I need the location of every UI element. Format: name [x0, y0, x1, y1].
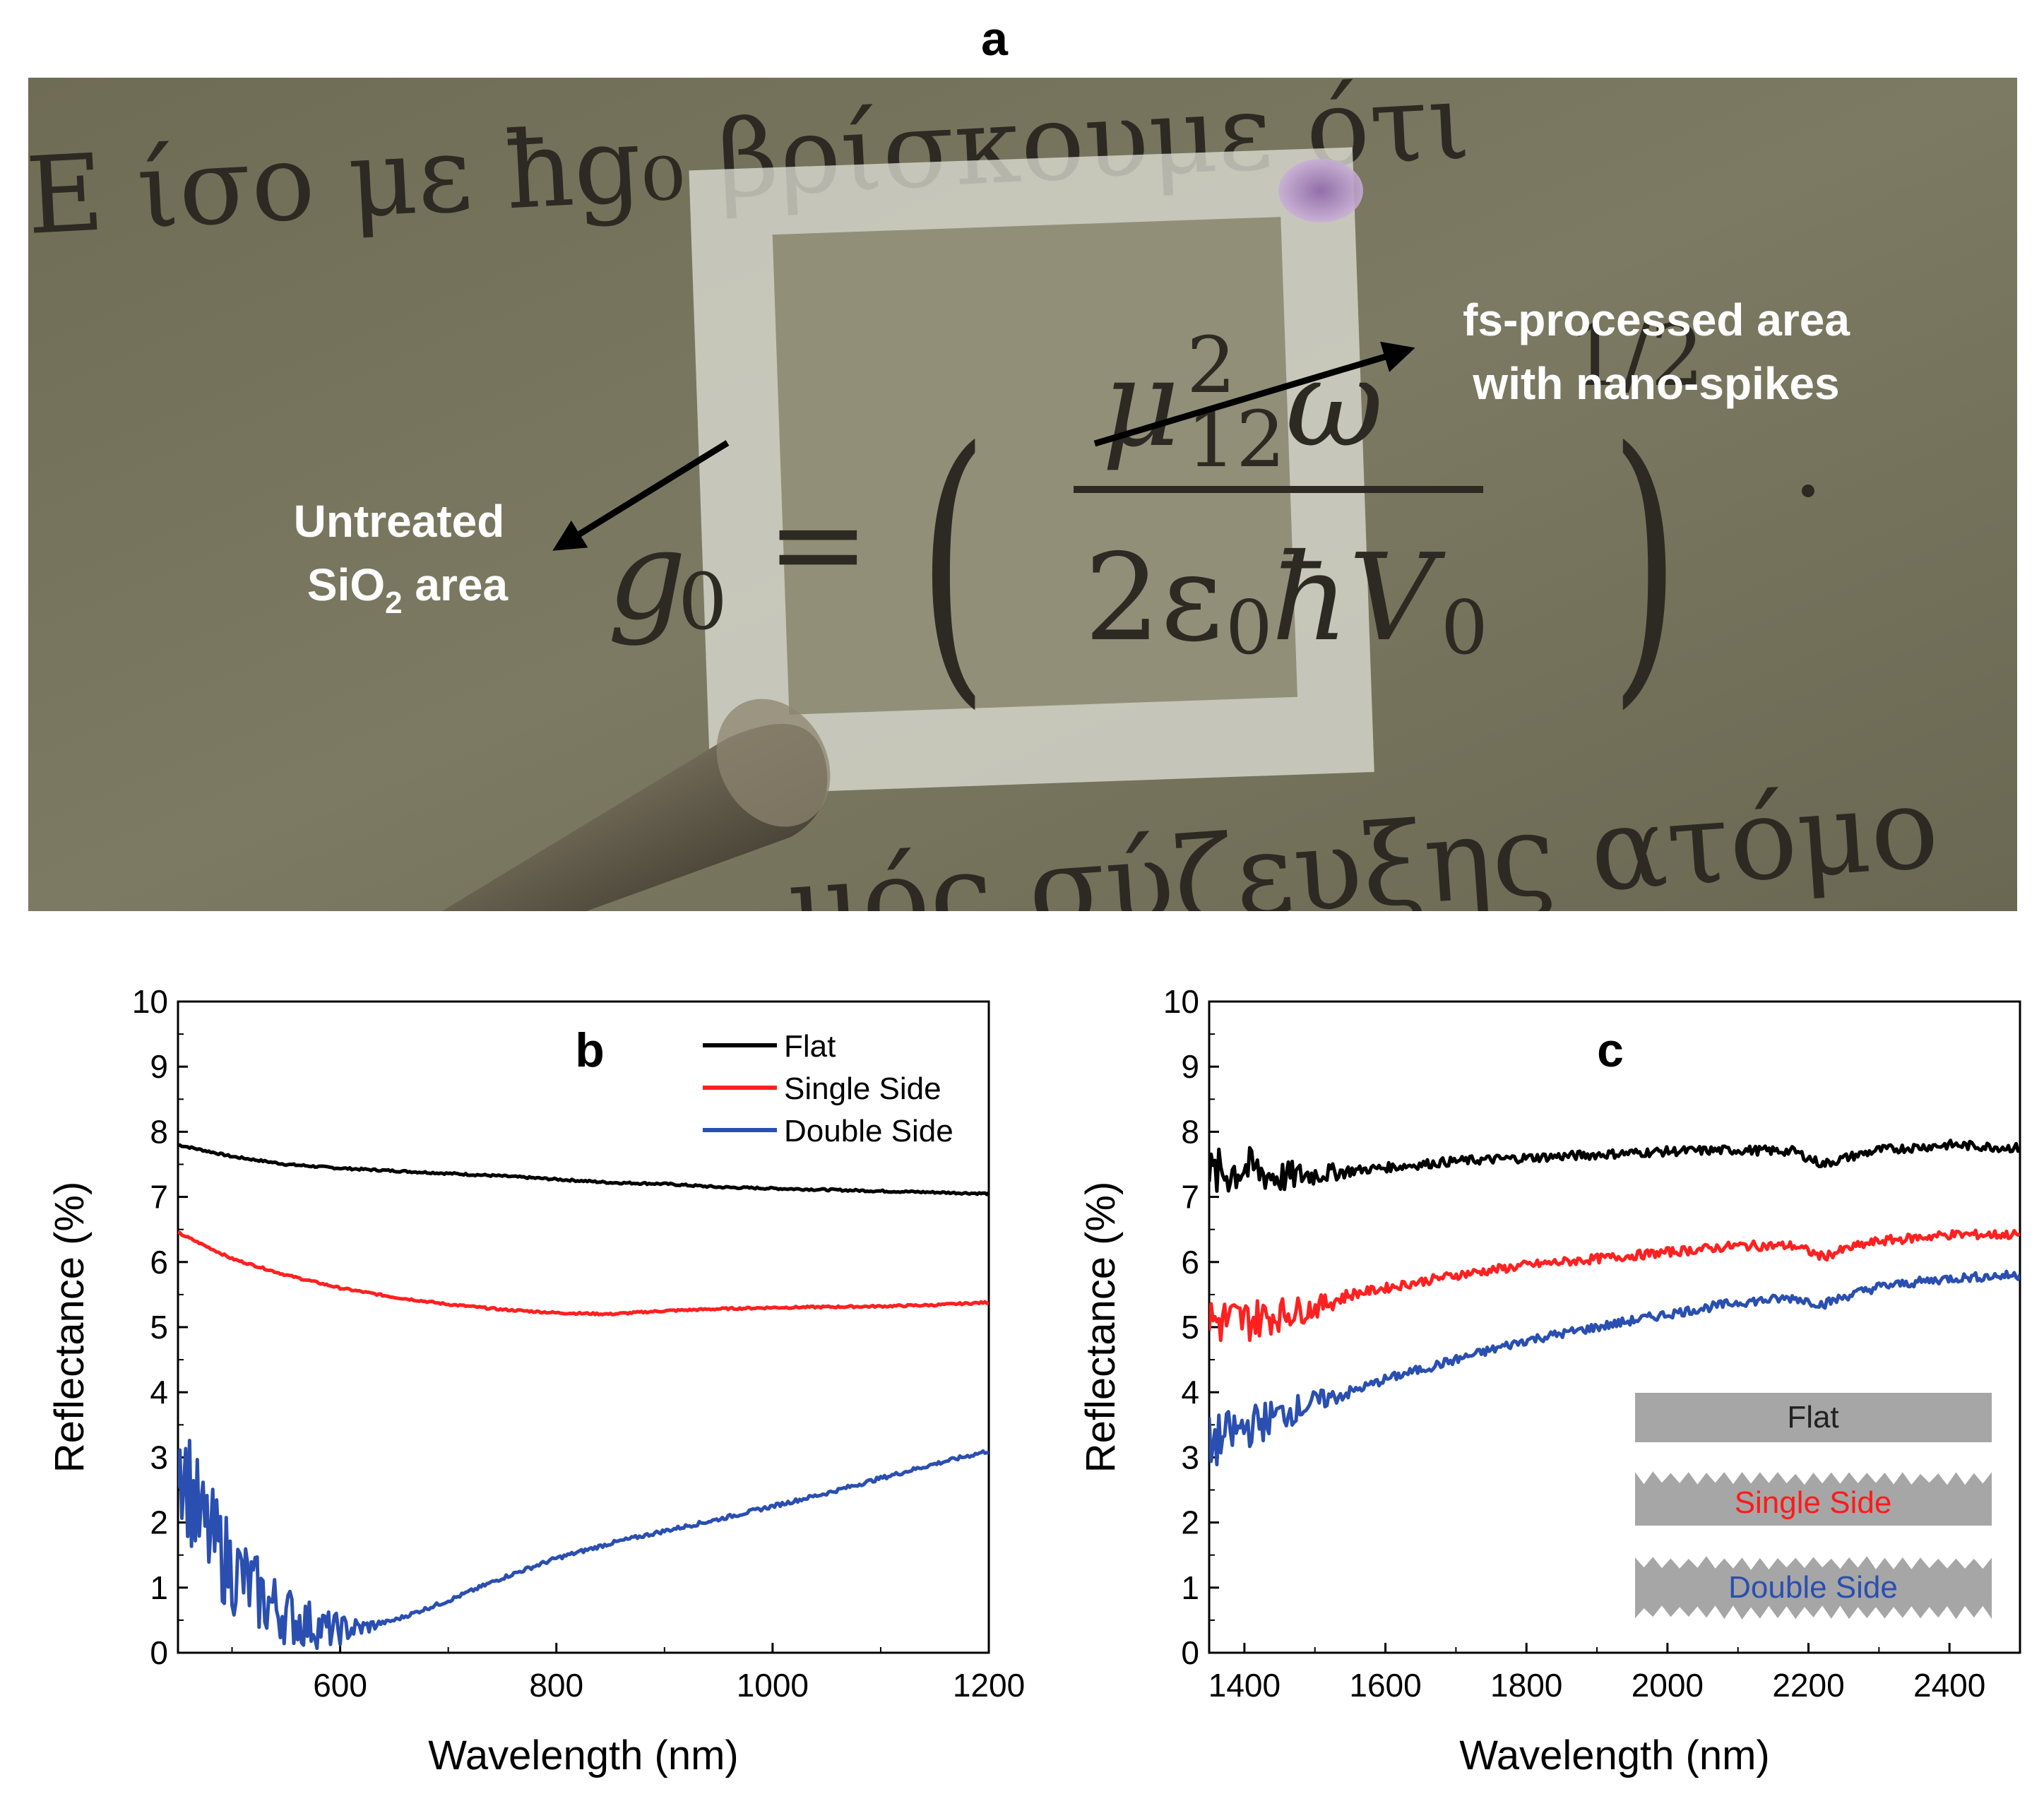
svg-text:μ: μ	[1102, 334, 1180, 474]
ink-mark	[1278, 159, 1363, 222]
y-tick-label: 8	[150, 1113, 168, 1150]
svg-text:): )	[1610, 389, 1680, 735]
inset-double-label: Double Side	[1728, 1570, 1898, 1605]
arrow-processed	[1093, 341, 1415, 447]
legend-label: Single Side	[784, 1071, 941, 1106]
x-tick-label: 2200	[1772, 1667, 1844, 1704]
arrow-untreated	[552, 440, 730, 551]
panel-c-inset: Flat Single Side Double Side	[1635, 1393, 1992, 1620]
x-tick-label: 1200	[953, 1667, 1025, 1704]
panel-b-legend: Flat Single Side Double Side	[703, 1029, 953, 1148]
panel-c-letter: c	[1597, 1023, 1624, 1077]
panel-c-xlabel: Wavelength (nm)	[1459, 1733, 1769, 1778]
x-tick-label: 1400	[1208, 1667, 1281, 1704]
photo: E ίσο με ħg₀ βρίσκουμε ότι μός σύζευξης …	[28, 78, 2017, 911]
equation: g 0 = ( μ 2 12 ω 2ε 0 ħV 0 ) 1/2	[607, 307, 1814, 734]
svg-text:ħV: ħV	[1271, 528, 1446, 668]
svg-text:2: 2	[1187, 320, 1236, 410]
y-tick-label: 1	[150, 1569, 168, 1606]
y-tick-label: 6	[1181, 1244, 1199, 1281]
panel-b-ticks: 0 1 2 3 4 5 6 7 8 9 10 600 800 1000 1200	[132, 983, 1025, 1704]
svg-text:ω: ω	[1285, 334, 1384, 474]
svg-text:12: 12	[1187, 394, 1285, 485]
y-tick-label: 3	[1181, 1439, 1199, 1475]
y-tick-label: 4	[1181, 1374, 1199, 1410]
panel-b-ylabel: Reflectance (%)	[47, 1182, 93, 1473]
panel-a-letter: a	[981, 12, 1009, 66]
inset-flat-slab	[1635, 1393, 1992, 1442]
inset-double-slab	[1635, 1556, 1992, 1620]
y-tick-label: 2	[150, 1504, 168, 1541]
svg-text:(: (	[918, 389, 987, 735]
x-tick-label: 2400	[1913, 1667, 1985, 1704]
inset-single-slab	[1635, 1471, 1992, 1526]
svg-text:1/2: 1/2	[1568, 307, 1704, 405]
panel-c-chart: 0 1 2 3 4 5 6 7 8 9 10 1400 1600 1800 2000 2200 2400 c W…	[1078, 983, 2021, 1778]
y-tick-label: 6	[150, 1244, 168, 1281]
panel-c-ylabel: Reflectance (%)	[1078, 1182, 1124, 1473]
y-tick-label: 7	[150, 1179, 168, 1216]
y-tick-label: 7	[1181, 1179, 1199, 1216]
series-line-flat	[1209, 1139, 2020, 1193]
series-line-double-side	[178, 1439, 989, 1651]
series-line-single-side	[178, 1230, 989, 1317]
inset-slab-shape	[1635, 1556, 1992, 1620]
y-tick-label: 2	[1181, 1504, 1199, 1541]
svg-text:g: g	[607, 504, 687, 648]
y-tick-label: 5	[150, 1309, 168, 1346]
untreated-label-line1: Untreated	[294, 496, 505, 547]
svg-text:0: 0	[678, 557, 727, 647]
inset-slab-shape	[1635, 1471, 1992, 1526]
processed-label-line1: fs-processed area	[1463, 295, 1850, 345]
y-tick-label: 9	[150, 1048, 168, 1085]
svg-text:2ε: 2ε	[1084, 528, 1223, 668]
panel-c-series	[1209, 1139, 2020, 1466]
series-line-single-side	[1209, 1228, 2020, 1343]
inset-single-label: Single Side	[1735, 1485, 1892, 1520]
panel-b-series	[178, 1143, 989, 1651]
y-tick-label: 4	[150, 1374, 168, 1410]
panel-b-chart: 0 1 2 3 4 5 6 7 8 9 10 600 800 1000 1200 b Wavelength …	[47, 983, 1025, 1778]
panel-b-letter: b	[575, 1023, 605, 1077]
x-tick-label: 1600	[1349, 1667, 1421, 1704]
y-tick-label: 8	[1181, 1113, 1199, 1150]
x-tick-label: 1800	[1490, 1667, 1562, 1704]
series-line-flat	[178, 1143, 989, 1196]
legend-label: Flat	[784, 1029, 836, 1064]
svg-text:=: =	[766, 473, 870, 616]
panel-b-xlabel: Wavelength (nm)	[428, 1733, 738, 1778]
processed-label-line2: with nano-spikes	[1472, 358, 1839, 409]
x-tick-label: 800	[529, 1667, 583, 1704]
glass-sample	[689, 147, 1374, 795]
y-tick-label: 10	[1163, 983, 1199, 1020]
y-tick-label: 3	[150, 1439, 168, 1475]
y-tick-label: 0	[150, 1634, 168, 1671]
metal-rod	[441, 699, 831, 911]
y-tick-label: 10	[132, 983, 168, 1020]
series-line-double-side	[1209, 1269, 2020, 1466]
x-tick-label: 2000	[1632, 1667, 1704, 1704]
x-tick-label: 600	[313, 1667, 367, 1704]
svg-text:0: 0	[1441, 585, 1488, 671]
untreated-label-line2: SiO2 area	[307, 559, 509, 620]
inset-flat-label: Flat	[1787, 1400, 1838, 1434]
y-tick-label: 0	[1181, 1634, 1199, 1671]
y-tick-label: 9	[1181, 1048, 1199, 1085]
y-tick-label: 5	[1181, 1309, 1199, 1346]
x-tick-label: 1000	[737, 1667, 809, 1704]
panel-c-ticks: 0 1 2 3 4 5 6 7 8 9 10 1400 1600 1800 2000 2200 2400	[1163, 983, 1986, 1704]
panel-c-frame	[1208, 1000, 2021, 1654]
legend-label: Double Side	[784, 1114, 953, 1148]
svg-text:0: 0	[1225, 585, 1273, 671]
y-tick-label: 1	[1181, 1569, 1199, 1606]
